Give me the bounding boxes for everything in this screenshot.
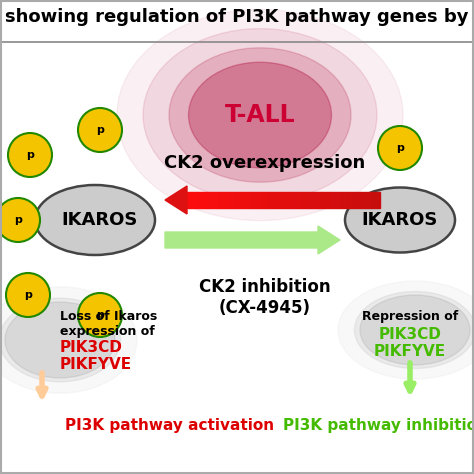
Text: PIK3CD: PIK3CD xyxy=(60,340,123,355)
Text: p: p xyxy=(96,310,104,320)
Text: Loss of Ikaros: Loss of Ikaros xyxy=(60,310,157,323)
FancyArrow shape xyxy=(258,192,268,208)
FancyArrow shape xyxy=(197,192,207,208)
Circle shape xyxy=(78,108,122,152)
Ellipse shape xyxy=(143,28,377,201)
FancyArrow shape xyxy=(165,186,187,214)
Text: IKAROS: IKAROS xyxy=(62,211,138,229)
Ellipse shape xyxy=(338,281,474,379)
Circle shape xyxy=(78,293,122,337)
FancyArrow shape xyxy=(187,192,197,208)
Ellipse shape xyxy=(35,185,155,255)
FancyArrow shape xyxy=(329,192,339,208)
FancyArrow shape xyxy=(278,192,289,208)
FancyArrow shape xyxy=(349,192,360,208)
Text: PIKFYVE: PIKFYVE xyxy=(374,344,446,359)
FancyArrow shape xyxy=(289,192,299,208)
Text: p: p xyxy=(96,125,104,135)
FancyArrow shape xyxy=(207,192,218,208)
Ellipse shape xyxy=(355,292,474,368)
Circle shape xyxy=(6,273,50,317)
Text: T-ALL: T-ALL xyxy=(225,103,295,127)
Text: p: p xyxy=(26,150,34,160)
Circle shape xyxy=(378,126,422,170)
Text: p: p xyxy=(24,290,32,300)
Text: CK2 inhibition
(CX-4945): CK2 inhibition (CX-4945) xyxy=(199,278,331,317)
Text: PI3K pathway inhibition: PI3K pathway inhibition xyxy=(283,418,474,433)
FancyArrow shape xyxy=(360,192,370,208)
Text: p: p xyxy=(14,215,22,225)
Text: showing regulation of PI3K pathway genes by Ik: showing regulation of PI3K pathway genes… xyxy=(5,8,474,26)
FancyArrow shape xyxy=(248,192,258,208)
Text: p: p xyxy=(396,143,404,153)
Ellipse shape xyxy=(189,62,331,168)
Text: PI3K pathway activation: PI3K pathway activation xyxy=(65,418,274,433)
Ellipse shape xyxy=(0,298,120,382)
FancyArrow shape xyxy=(299,192,309,208)
Ellipse shape xyxy=(360,295,470,365)
Ellipse shape xyxy=(117,9,403,220)
FancyArrow shape xyxy=(319,192,329,208)
FancyArrow shape xyxy=(218,192,228,208)
Circle shape xyxy=(0,198,40,242)
Text: PIK3CD: PIK3CD xyxy=(379,327,441,342)
Ellipse shape xyxy=(169,48,351,182)
Circle shape xyxy=(8,133,52,177)
Ellipse shape xyxy=(345,188,455,253)
FancyArrow shape xyxy=(228,192,238,208)
Text: CK2 overexpression: CK2 overexpression xyxy=(164,154,365,172)
FancyArrow shape xyxy=(370,192,380,208)
Text: Repression of: Repression of xyxy=(362,310,458,323)
Text: PIKFYVE: PIKFYVE xyxy=(60,357,132,372)
Ellipse shape xyxy=(0,287,137,393)
Text: IKAROS: IKAROS xyxy=(362,211,438,229)
FancyArrow shape xyxy=(165,226,340,254)
Ellipse shape xyxy=(5,302,115,378)
FancyArrow shape xyxy=(268,192,278,208)
FancyArrow shape xyxy=(309,192,319,208)
FancyArrow shape xyxy=(238,192,248,208)
Text: expression of: expression of xyxy=(60,325,155,338)
FancyArrow shape xyxy=(339,192,349,208)
